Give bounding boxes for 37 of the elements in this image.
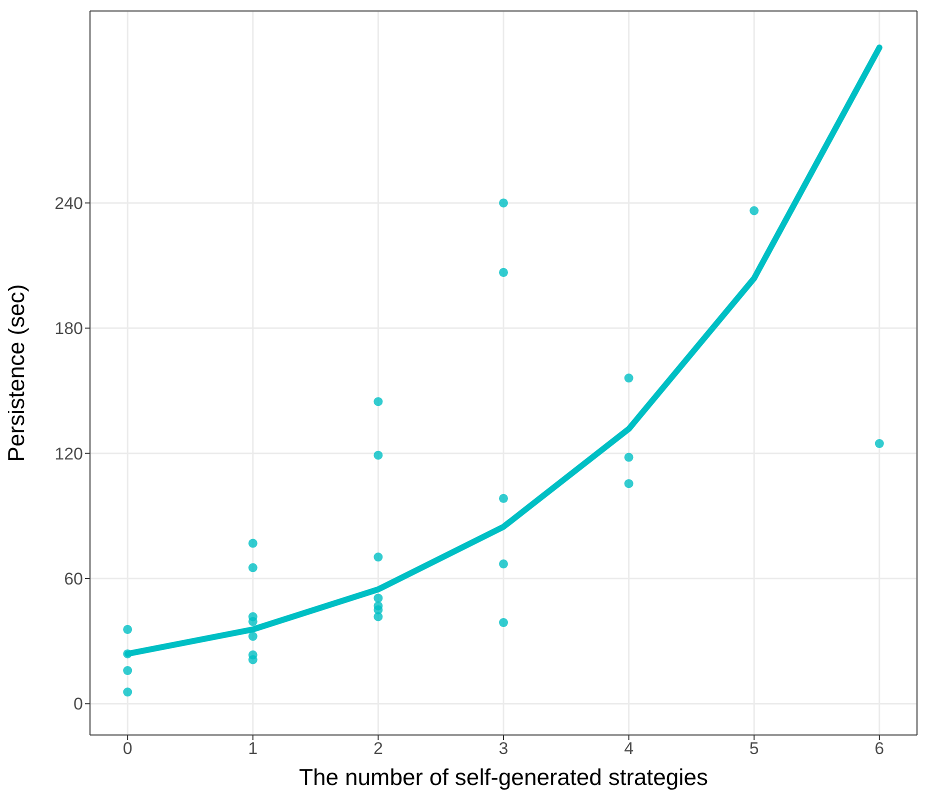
point [498, 494, 508, 503]
point [374, 594, 383, 603]
x-tick-label: 4 [624, 739, 634, 758]
point [624, 374, 634, 383]
point [624, 479, 634, 488]
y-tick-label: 120 [54, 444, 83, 464]
point [123, 649, 132, 658]
x-tick-label: 1 [248, 739, 258, 758]
point [374, 397, 383, 406]
point [498, 559, 508, 568]
x-axis-title: The number of self-generated strategies [298, 764, 708, 790]
y-tick-label: 0 [74, 694, 83, 714]
point [123, 688, 132, 697]
x-tick-label: 6 [874, 739, 884, 758]
x-tick-label: 3 [498, 739, 508, 758]
point [874, 439, 884, 448]
point [248, 655, 258, 664]
point [248, 632, 258, 641]
point [498, 618, 508, 628]
point [498, 268, 508, 277]
y-tick-label: 60 [64, 570, 83, 589]
point [374, 450, 383, 460]
point [750, 206, 759, 216]
x-tick-label: 5 [749, 739, 759, 758]
x-tick-label: 0 [122, 739, 132, 758]
point [624, 452, 634, 462]
point [123, 624, 132, 634]
x-tick-label: 2 [373, 739, 383, 758]
y-tick-label: 240 [54, 194, 83, 213]
point [248, 563, 258, 572]
y-tick-label: 180 [54, 319, 83, 338]
point [248, 538, 258, 548]
point [498, 198, 508, 208]
point [374, 552, 383, 562]
point [374, 612, 383, 622]
point [123, 666, 132, 676]
point [248, 616, 258, 626]
